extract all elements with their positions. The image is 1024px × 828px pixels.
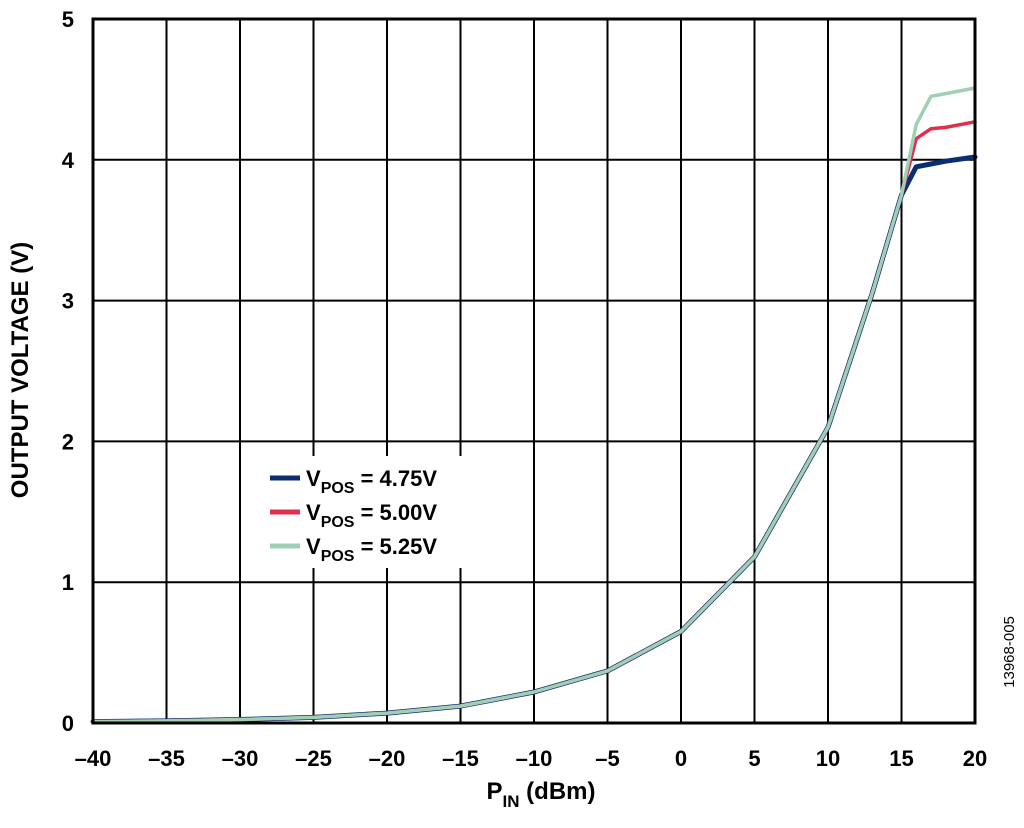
- y-tick-label: 3: [62, 289, 74, 314]
- x-tick-label: –5: [595, 746, 619, 771]
- legend-label-rest: = 5.00V: [354, 500, 437, 525]
- x-tick-label: 20: [963, 746, 987, 771]
- legend-label-subscript: POS: [321, 548, 355, 565]
- x-tick-label: –30: [222, 746, 259, 771]
- legend-label-subscript: POS: [321, 514, 355, 531]
- series-line: [91, 86, 977, 724]
- legend-label: VPOS = 5.25V: [306, 534, 437, 565]
- legend-background: [262, 456, 502, 568]
- x-axis-label-rest: (dBm): [520, 778, 596, 805]
- legend-label: VPOS = 5.00V: [306, 500, 437, 531]
- x-tick-label: –10: [516, 746, 553, 771]
- x-tick-label: 5: [748, 746, 760, 771]
- y-axis-label: OUTPUT VOLTAGE (V): [7, 242, 34, 498]
- series-lines: [90, 86, 978, 725]
- x-tick-label: –40: [75, 746, 112, 771]
- legend-label-rest: = 5.25V: [354, 534, 437, 559]
- legend-label-main: V: [306, 466, 321, 491]
- x-tick-label: 15: [889, 746, 913, 771]
- x-tick-label: –25: [295, 746, 332, 771]
- y-tick-label: 0: [62, 711, 74, 736]
- legend-label-subscript: POS: [321, 480, 355, 497]
- x-axis-label-subscript: IN: [503, 792, 520, 811]
- y-tick-label: 1: [62, 570, 74, 595]
- x-tick-labels: –40 –35 –30 –25 –20 –15 –10 –5 0 5 10 15 20: [75, 746, 988, 771]
- x-tick-label: –20: [369, 746, 406, 771]
- y-tick-label: 2: [62, 429, 74, 454]
- y-tick-label: 5: [62, 7, 74, 32]
- x-axis-label: PIN (dBm): [487, 778, 596, 811]
- x-tick-label: –15: [442, 746, 479, 771]
- y-tick-labels: 0 1 2 3 4 5: [62, 7, 75, 736]
- grid-lines: [93, 19, 975, 723]
- legend-label-main: V: [306, 534, 321, 559]
- legend-label-rest: = 4.75V: [354, 466, 437, 491]
- x-axis-label-main: P: [487, 778, 503, 805]
- x-tick-label: –35: [148, 746, 185, 771]
- legend-label: VPOS = 4.75V: [306, 466, 437, 497]
- plot-frame: [91, 17, 977, 725]
- x-tick-label: 10: [816, 746, 840, 771]
- legend-label-main: V: [306, 500, 321, 525]
- figure-id: 13968-005: [1001, 616, 1018, 688]
- x-tick-label: 0: [675, 746, 687, 771]
- y-tick-label: 4: [62, 148, 75, 173]
